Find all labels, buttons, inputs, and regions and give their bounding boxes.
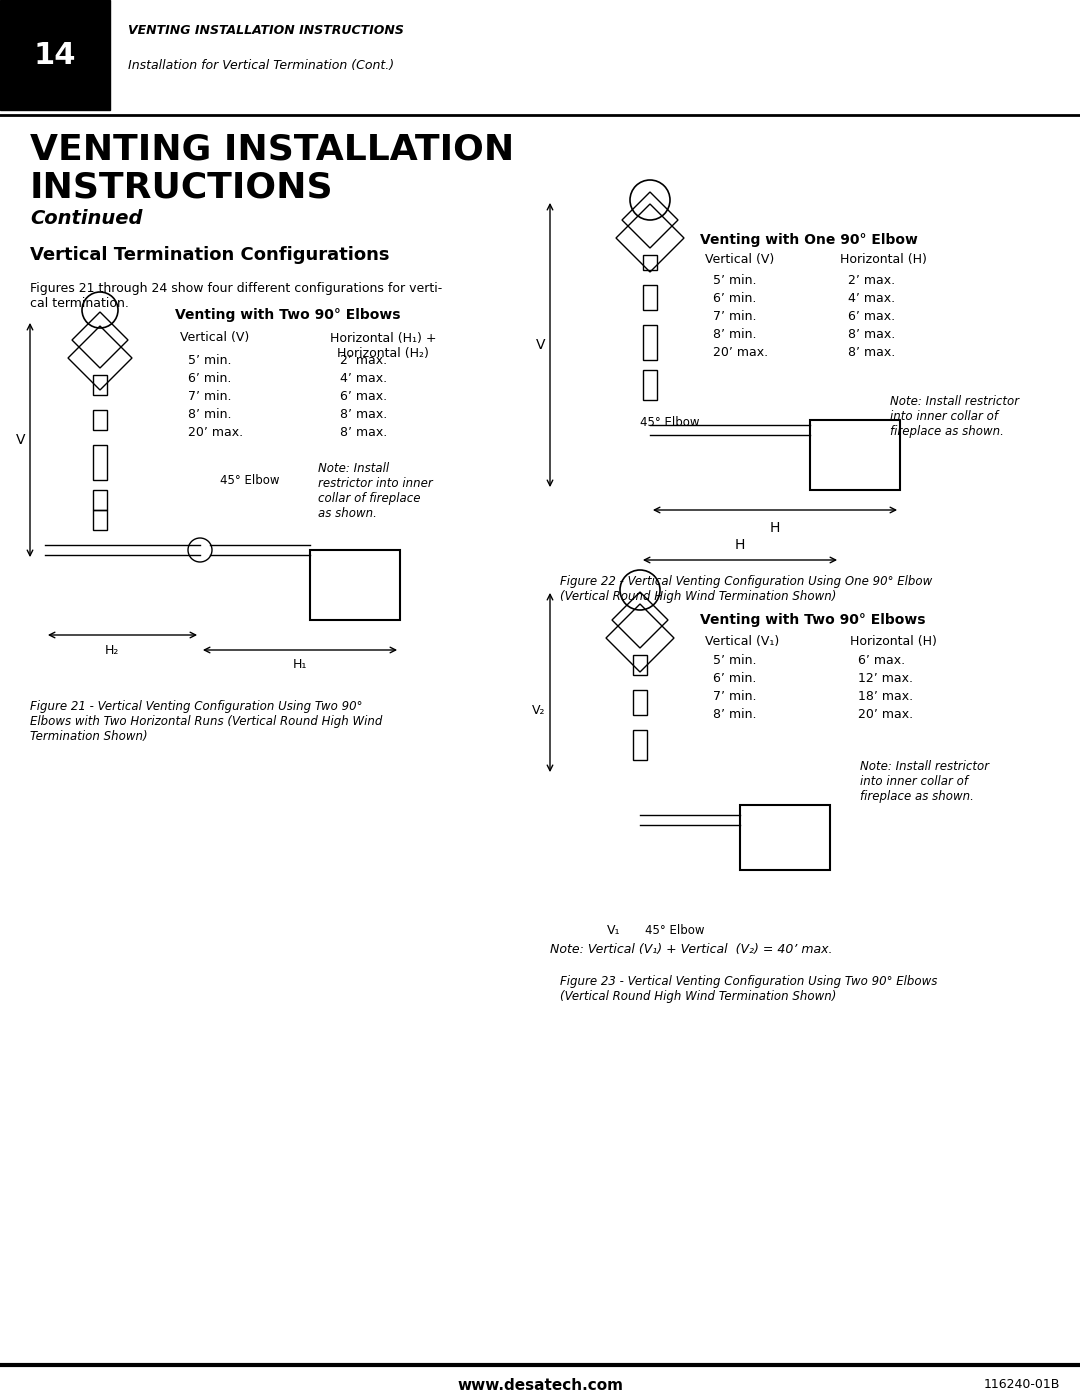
Text: 20’ max.: 20’ max. [188, 426, 243, 439]
Text: 20’ max.: 20’ max. [713, 345, 768, 359]
Text: 8’ max.: 8’ max. [848, 345, 895, 359]
Text: H₁: H₁ [293, 658, 307, 672]
Text: Note: Install
restrictor into inner
collar of fireplace
as shown.: Note: Install restrictor into inner coll… [318, 462, 433, 520]
Text: Figure 22 - Vertical Venting Configuration Using One 90° Elbow
(Vertical Round H: Figure 22 - Vertical Venting Configurati… [561, 576, 932, 604]
Bar [0, 0, 110, 110]
Text: H₂: H₂ [105, 644, 119, 657]
Text: Note: Install restrictor
into inner collar of
fireplace as shown.: Note: Install restrictor into inner coll… [890, 395, 1020, 439]
Text: 45° Elbow: 45° Elbow [645, 923, 704, 936]
Text: Horizontal (H): Horizontal (H) [850, 636, 936, 648]
Text: Vertical Termination Configurations: Vertical Termination Configurations [30, 246, 390, 264]
Text: 6’ max.: 6’ max. [848, 310, 895, 323]
Bar [643, 370, 657, 400]
Text: 8’ min.: 8’ min. [188, 408, 231, 420]
Text: Note: Vertical (V₁) + Vertical  (V₂) = 40’ max.: Note: Vertical (V₁) + Vertical (V₂) = 40… [550, 943, 833, 957]
Text: Figure 23 - Vertical Venting Configuration Using Two 90° Elbows
(Vertical Round : Figure 23 - Vertical Venting Configurati… [561, 975, 937, 1003]
Text: Figures 21 through 24 show four different configurations for verti-
cal terminat: Figures 21 through 24 show four differen… [30, 282, 442, 310]
Text: 14: 14 [33, 41, 77, 70]
Text: 6’ min.: 6’ min. [713, 292, 756, 305]
Text: 4’ max.: 4’ max. [848, 292, 895, 305]
Text: 20’ max.: 20’ max. [858, 707, 913, 721]
Text: 8’ min.: 8’ min. [713, 707, 756, 721]
Text: 4’ max.: 4’ max. [340, 372, 387, 384]
Text: 5’ min.: 5’ min. [713, 654, 756, 666]
Text: 6’ max.: 6’ max. [858, 654, 905, 666]
Text: 45° Elbow: 45° Elbow [640, 415, 700, 429]
Text: 7’ min.: 7’ min. [713, 310, 756, 323]
Text: 5’ min.: 5’ min. [713, 274, 756, 286]
Text: 6’ max.: 6’ max. [340, 390, 387, 402]
Text: Note: Install restrictor
into inner collar of
fireplace as shown.: Note: Install restrictor into inner coll… [860, 760, 989, 803]
Text: VENTING INSTALLATION INSTRUCTIONS: VENTING INSTALLATION INSTRUCTIONS [129, 24, 404, 36]
Bar [810, 420, 900, 490]
Bar [740, 805, 831, 870]
Text: 2’ max.: 2’ max. [848, 274, 895, 286]
Bar [643, 285, 657, 310]
Text: 5’ min.: 5’ min. [188, 353, 231, 366]
Bar [643, 256, 657, 270]
Text: Vertical (V₁): Vertical (V₁) [705, 636, 780, 648]
Text: Continued: Continued [30, 208, 143, 228]
Text: 18’ max.: 18’ max. [858, 690, 913, 703]
Bar [643, 326, 657, 360]
Text: 8’ max.: 8’ max. [848, 327, 895, 341]
Bar [633, 655, 647, 675]
Bar [633, 690, 647, 715]
Text: Venting with Two 90° Elbows: Venting with Two 90° Elbows [175, 307, 401, 321]
Text: 7’ min.: 7’ min. [188, 390, 231, 402]
Text: Installation for Vertical Termination (Cont.): Installation for Vertical Termination (C… [129, 59, 394, 71]
Text: 6’ min.: 6’ min. [188, 372, 231, 384]
Text: 8’ max.: 8’ max. [340, 408, 388, 420]
Text: 7’ min.: 7’ min. [713, 690, 756, 703]
Text: V: V [536, 338, 545, 352]
Bar [633, 731, 647, 760]
Text: Horizontal (H): Horizontal (H) [840, 253, 927, 267]
Bar [93, 490, 107, 510]
Text: Horizontal (H₁) +
Horizontal (H₂): Horizontal (H₁) + Horizontal (H₂) [330, 332, 436, 360]
Bar [93, 446, 107, 481]
Text: www.desatech.com: www.desatech.com [457, 1377, 623, 1393]
Text: Vertical (V): Vertical (V) [180, 331, 249, 345]
Text: H: H [734, 538, 745, 552]
Text: 8’ max.: 8’ max. [340, 426, 388, 439]
Text: Venting with One 90° Elbow: Venting with One 90° Elbow [700, 233, 918, 247]
Bar [93, 374, 107, 395]
Text: INSTRUCTIONS: INSTRUCTIONS [30, 170, 334, 205]
Text: V₁: V₁ [607, 923, 620, 936]
Text: H: H [770, 521, 780, 535]
Text: 12’ max.: 12’ max. [858, 672, 913, 685]
Text: 8’ min.: 8’ min. [713, 327, 756, 341]
Text: Figure 21 - Vertical Venting Configuration Using Two 90°
Elbows with Two Horizon: Figure 21 - Vertical Venting Configurati… [30, 700, 382, 743]
Text: Vertical (V): Vertical (V) [705, 253, 774, 267]
Text: 6’ min.: 6’ min. [713, 672, 756, 685]
Bar [93, 409, 107, 430]
Text: V₂: V₂ [531, 704, 545, 717]
Text: 116240-01B: 116240-01B [984, 1379, 1059, 1391]
Text: 45° Elbow: 45° Elbow [220, 474, 280, 486]
Bar [310, 550, 400, 620]
Text: 2’ max.: 2’ max. [340, 353, 387, 366]
Text: VENTING INSTALLATION: VENTING INSTALLATION [30, 133, 514, 168]
Text: V: V [15, 433, 25, 447]
Text: Venting with Two 90° Elbows: Venting with Two 90° Elbows [700, 613, 926, 627]
